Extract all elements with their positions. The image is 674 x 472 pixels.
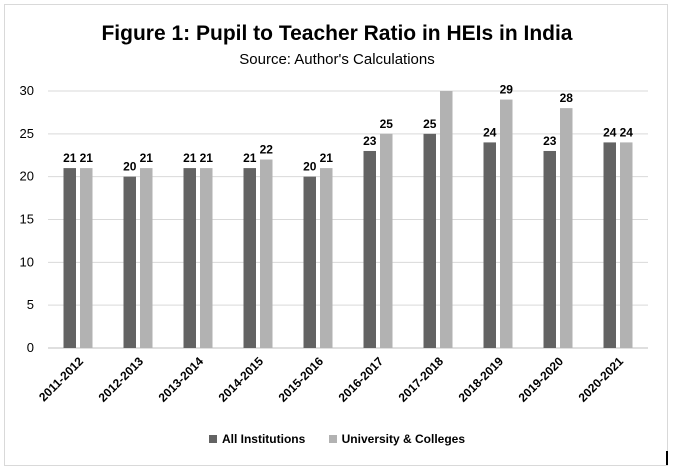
data-label: 21	[63, 151, 77, 165]
bar	[243, 168, 256, 348]
y-tick-label: 30	[20, 83, 34, 98]
legend-label-all-institutions: All Institutions	[221, 432, 306, 446]
bar	[440, 91, 453, 348]
data-label: 24	[603, 125, 617, 139]
bar	[260, 159, 273, 348]
y-tick-label: 20	[20, 169, 34, 184]
chart-title: Figure 1: Pupil to Teacher Ratio in HEIs…	[101, 22, 573, 45]
x-tick-label: 2013-2014	[156, 354, 207, 405]
data-label: 25	[380, 117, 394, 131]
legend-label-university-colleges: University & Colleges	[341, 432, 466, 446]
bar	[140, 168, 153, 348]
bar	[423, 133, 436, 348]
chart-frame	[4, 4, 668, 466]
data-label: 21	[80, 151, 94, 165]
chart-subtitle: Source: Author's Calculations	[239, 51, 435, 68]
data-label: 25	[423, 117, 437, 131]
data-label: 23	[363, 134, 377, 148]
bar	[483, 142, 496, 348]
x-tick-label: 2019-2020	[516, 354, 567, 405]
bar	[80, 168, 93, 348]
text-cursor	[666, 451, 668, 465]
bar	[63, 168, 76, 348]
legend-swatch-university-colleges	[328, 435, 337, 443]
y-tick-label: 25	[20, 126, 34, 141]
data-label: 21	[140, 151, 154, 165]
data-label: 24	[483, 125, 497, 139]
y-tick-label: 10	[20, 254, 34, 269]
data-label: 20	[123, 160, 137, 174]
legend-swatch-all-institutions	[208, 435, 217, 443]
data-label: 21	[243, 151, 257, 165]
bar	[560, 108, 573, 348]
bar	[123, 176, 136, 348]
x-tick-label: 2018-2019	[456, 354, 507, 405]
x-tick-label: 2011-2012	[36, 354, 86, 404]
data-label: 28	[560, 91, 574, 105]
x-tick-label: 2012-2013	[96, 354, 147, 405]
bar	[320, 168, 333, 348]
bar	[620, 142, 633, 348]
data-label: 29	[500, 83, 514, 97]
y-tick-label: 0	[27, 340, 34, 355]
data-label: 24	[620, 125, 634, 139]
bar	[543, 150, 556, 348]
bar	[200, 168, 213, 348]
x-tick-label: 2015-2016	[276, 354, 327, 405]
data-label: 21	[320, 151, 334, 165]
bar	[380, 133, 393, 348]
y-tick-label: 5	[27, 297, 34, 312]
bar	[500, 99, 513, 348]
bar	[183, 168, 196, 348]
x-tick-label: 2014-2015	[216, 354, 267, 405]
bar	[603, 142, 616, 348]
legend-item-university-colleges: University & Colleges	[328, 432, 466, 446]
data-label: 23	[543, 134, 557, 148]
data-label: 20	[303, 160, 317, 174]
x-tick-label: 2020-2021	[576, 354, 627, 405]
data-label: 22	[260, 143, 274, 157]
x-tick-label: 2017-2018	[396, 354, 447, 405]
legend-item-all-institutions: All Institutions	[208, 432, 306, 446]
bar	[363, 150, 376, 348]
data-label: 21	[200, 151, 214, 165]
legend: All Institutions University & Colleges	[0, 432, 674, 446]
x-tick-label: 2016-2017	[336, 354, 387, 405]
y-tick-label: 15	[20, 212, 34, 227]
data-label: 21	[183, 151, 197, 165]
bar	[303, 176, 316, 348]
